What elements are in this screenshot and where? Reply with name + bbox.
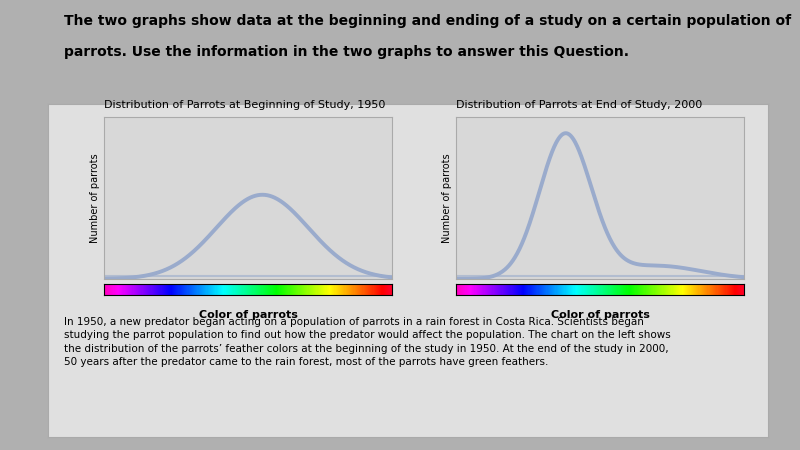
- Y-axis label: Number of parrots: Number of parrots: [442, 153, 452, 243]
- Text: Distribution of Parrots at Beginning of Study, 1950: Distribution of Parrots at Beginning of …: [104, 100, 386, 110]
- Y-axis label: Number of parrots: Number of parrots: [90, 153, 100, 243]
- Text: Distribution of Parrots at End of Study, 2000: Distribution of Parrots at End of Study,…: [456, 100, 702, 110]
- Text: In 1950, a new predator began acting on a population of parrots in a rain forest: In 1950, a new predator began acting on …: [64, 317, 670, 367]
- Text: Color of parrots: Color of parrots: [550, 310, 650, 320]
- Text: Color of parrots: Color of parrots: [198, 310, 298, 320]
- Text: The two graphs show data at the beginning and ending of a study on a certain pop: The two graphs show data at the beginnin…: [64, 14, 791, 27]
- Text: parrots. Use the information in the two graphs to answer this Question.: parrots. Use the information in the two …: [64, 45, 629, 59]
